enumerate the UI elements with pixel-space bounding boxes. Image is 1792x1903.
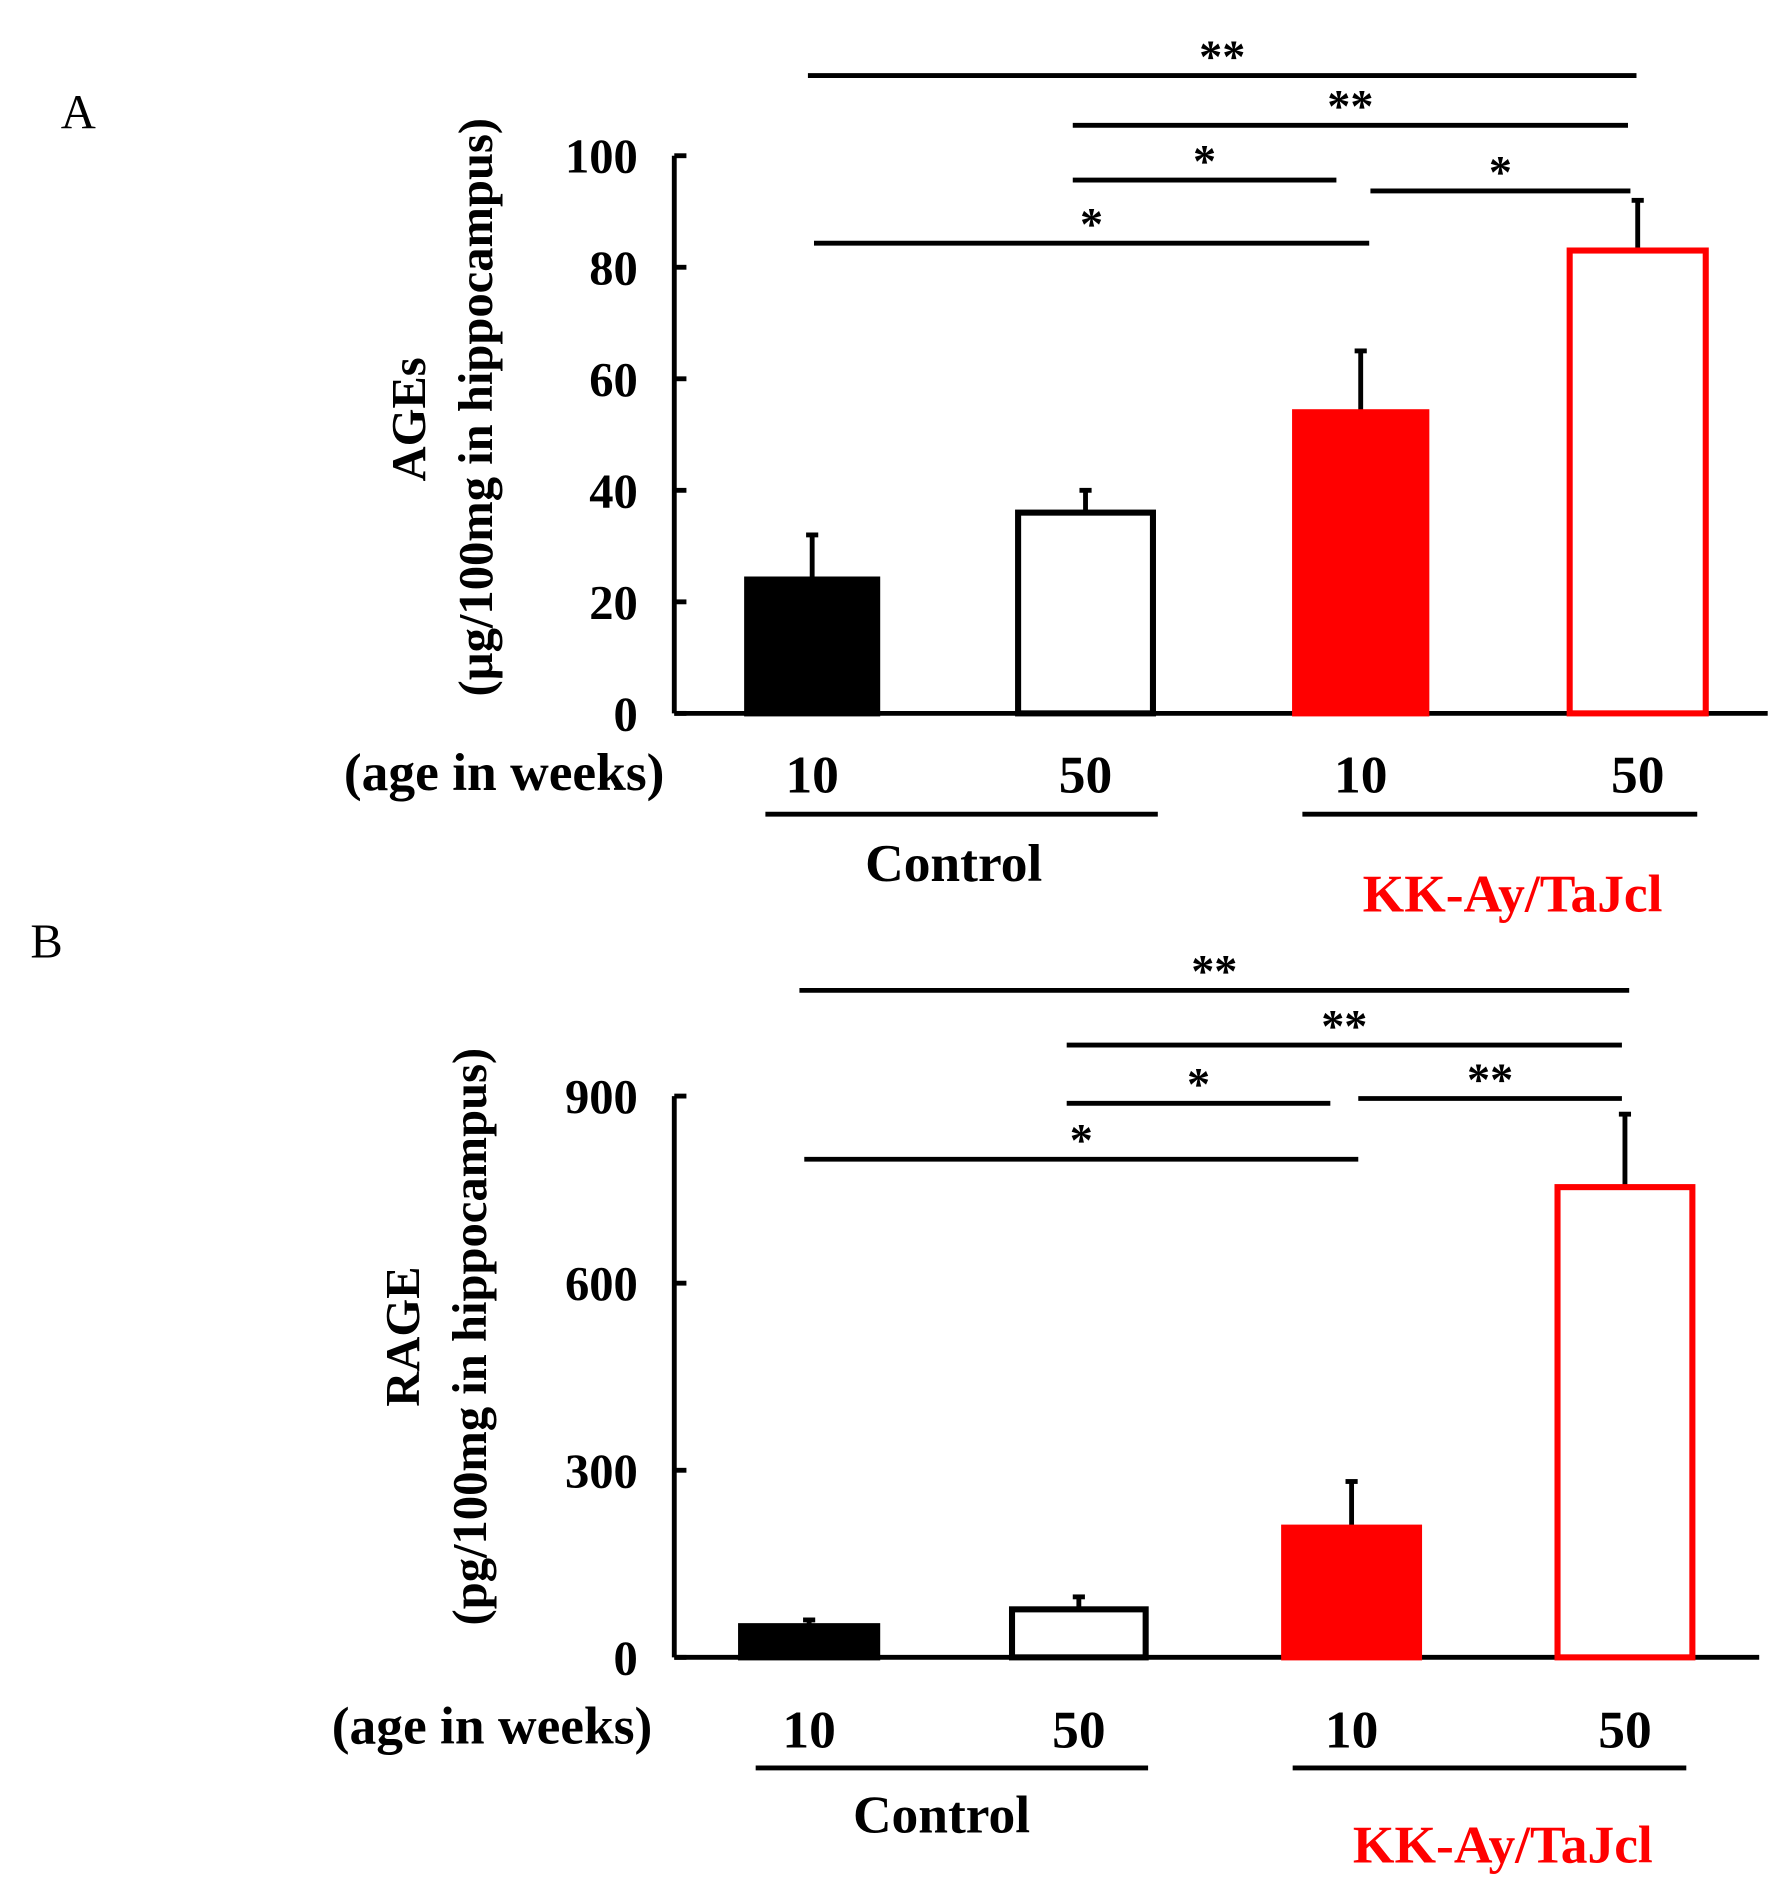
- bar: [1292, 409, 1430, 717]
- bar: [1008, 1606, 1149, 1661]
- y-tick-label: 300: [565, 1444, 638, 1498]
- significance-label: *: [1489, 146, 1512, 197]
- x-axis-label: (age in weeks): [344, 742, 665, 802]
- y-tick-label: 0: [614, 687, 638, 741]
- group-label: Control: [853, 1784, 1030, 1844]
- y-tick-label: 20: [589, 576, 638, 630]
- significance-label: *: [1187, 1059, 1210, 1110]
- y-tick-label: 0: [614, 1631, 638, 1685]
- group-label: KK-Ay/TaJcl: [1353, 1815, 1653, 1875]
- x-tick-label: 10: [785, 744, 838, 804]
- significance-label: **: [1467, 1054, 1513, 1105]
- bar: [744, 576, 881, 717]
- group-label: Control: [865, 833, 1042, 893]
- panel-label: B: [30, 915, 62, 969]
- x-tick-label: 50: [1052, 1699, 1105, 1759]
- bar: [1566, 247, 1709, 717]
- x-tick-label: 10: [782, 1699, 835, 1759]
- y-axis-label: RAGE: [376, 1266, 430, 1406]
- significance-label: **: [1321, 1000, 1367, 1051]
- bar: [1554, 1184, 1696, 1661]
- significance-label: **: [1327, 81, 1373, 132]
- x-tick-label: 50: [1059, 744, 1112, 804]
- bar: [738, 1623, 881, 1661]
- y-tick-label: 40: [589, 464, 638, 518]
- y-tick-label: 600: [565, 1257, 638, 1311]
- group-label: KK-Ay/TaJcl: [1363, 863, 1663, 923]
- y-tick-label: 900: [565, 1070, 638, 1124]
- panel-label: A: [61, 85, 96, 139]
- y-tick-label: 60: [589, 353, 638, 407]
- significance-label: **: [1199, 31, 1245, 82]
- bar: [1015, 509, 1156, 717]
- x-tick-label: 10: [1334, 744, 1387, 804]
- significance-label: *: [1193, 135, 1216, 186]
- significance-label: **: [1191, 946, 1237, 997]
- x-tick-label: 50: [1598, 1699, 1651, 1759]
- y-axis-unit-label: (µg/100mg in hippocampus): [449, 118, 503, 697]
- x-tick-label: 50: [1611, 744, 1664, 804]
- y-tick-label: 100: [565, 130, 638, 184]
- y-axis-label: AGEs: [382, 357, 436, 481]
- x-tick-label: 10: [1325, 1699, 1378, 1759]
- significance-label: *: [1070, 1115, 1093, 1166]
- y-tick-label: 80: [589, 241, 638, 295]
- x-axis-label: (age in weeks): [332, 1696, 653, 1756]
- bar: [1281, 1524, 1423, 1661]
- significance-label: *: [1080, 199, 1103, 250]
- y-axis-unit-label: (pg/100mg in hippocampus): [443, 1048, 497, 1626]
